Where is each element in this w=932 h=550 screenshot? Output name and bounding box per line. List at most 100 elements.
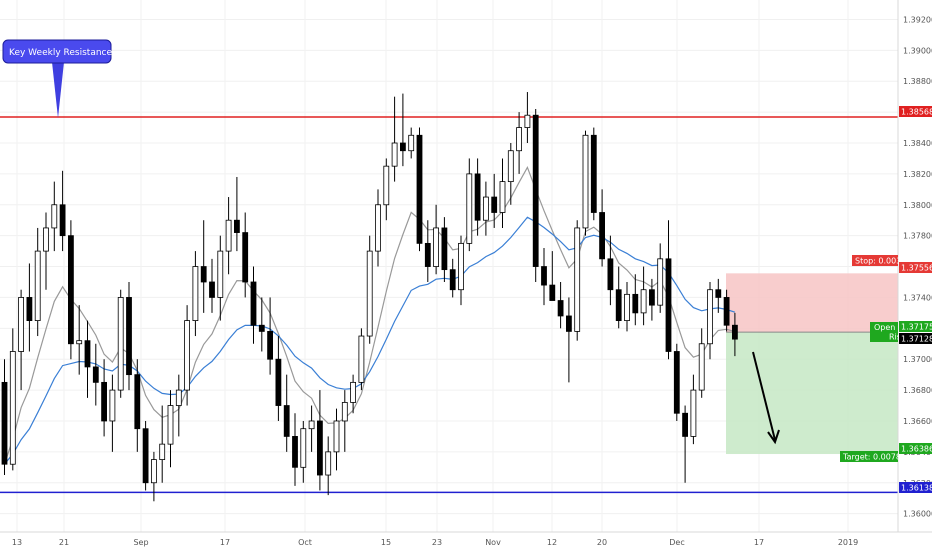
resistance-tag-box xyxy=(899,106,932,117)
candle-down xyxy=(142,428,149,484)
candle-up xyxy=(341,402,348,422)
candle-up xyxy=(516,127,522,152)
candle-up xyxy=(43,227,49,252)
time-tick-label: 13 xyxy=(12,538,22,547)
price-tick-label: 1.38000 xyxy=(903,201,932,210)
candle-up xyxy=(76,340,83,345)
candle-down xyxy=(200,266,207,283)
candle-down xyxy=(134,374,141,430)
candle-down xyxy=(632,293,639,314)
resistance-tag-text: 1.38568 xyxy=(901,108,932,117)
candle-down xyxy=(242,232,249,283)
time-tick-label: Sep xyxy=(133,538,148,547)
last-price-text: 1.37128 xyxy=(901,335,932,344)
candle-up xyxy=(690,389,697,437)
candle-up xyxy=(375,204,381,252)
entry-label-box xyxy=(870,322,898,342)
callout-text: Key Weekly Resistance xyxy=(9,48,112,58)
candle-down xyxy=(541,266,547,286)
time-tick-label: 2019 xyxy=(838,538,858,547)
candle-down xyxy=(665,258,672,352)
candle-up xyxy=(499,181,506,213)
price-tick-label: 1.36000 xyxy=(903,510,932,519)
candle-up xyxy=(624,293,630,321)
candle-up xyxy=(167,405,174,445)
candle-up xyxy=(640,289,647,314)
candle-up xyxy=(308,420,315,430)
candle-down xyxy=(26,297,33,321)
candle-up xyxy=(582,134,589,229)
resistance-price-tag: 1.38568 xyxy=(899,106,932,117)
candle-up xyxy=(391,142,398,167)
candle-up xyxy=(333,420,340,453)
price-axis-background xyxy=(898,0,932,550)
candle-down xyxy=(59,204,66,237)
candle-down xyxy=(557,300,564,317)
candle-down xyxy=(416,134,423,244)
candle-up xyxy=(524,114,531,128)
price-tick-label: 1.36600 xyxy=(903,417,932,426)
candle-up xyxy=(225,219,232,252)
candle-down xyxy=(233,219,240,233)
time-tick-label: 20 xyxy=(597,538,607,547)
candle-up xyxy=(482,196,489,221)
candle-down xyxy=(723,297,730,326)
time-tick-label: Nov xyxy=(485,538,501,547)
arrow-head xyxy=(767,429,780,445)
candle-down xyxy=(250,281,257,326)
candle-down xyxy=(1,381,8,465)
time-tick-label: 12 xyxy=(547,538,557,547)
candle-up xyxy=(150,459,157,484)
entry-label-group: Open p Ris 1.37175 1.37128 xyxy=(870,321,932,344)
candle-down xyxy=(209,281,215,298)
candle-down xyxy=(715,289,722,298)
candle-down xyxy=(491,196,498,213)
support-tag-box xyxy=(899,482,932,493)
candle-down xyxy=(84,340,91,368)
candle-down xyxy=(424,242,431,267)
candle-down xyxy=(283,405,290,437)
candle-down xyxy=(532,114,539,267)
candle-up xyxy=(657,258,664,306)
target-label-group: Target: 0.0078 1.36386 xyxy=(840,443,932,462)
target-price-text: 1.36386 xyxy=(901,445,932,454)
candlesticks xyxy=(1,92,738,502)
candle-down xyxy=(599,212,605,260)
time-tick-label: 17 xyxy=(754,538,764,547)
price-tick-label: 1.39000 xyxy=(903,46,932,55)
arrow-shaft xyxy=(752,351,776,441)
callout-pointer xyxy=(52,62,64,118)
candle-up xyxy=(217,250,224,298)
candle-down xyxy=(258,324,265,332)
candle-down xyxy=(549,284,556,301)
time-axis-ticks: 13 21 Sep 17 Oct 15 23 Nov 12 20 Dec 17 2019 xyxy=(12,538,858,547)
candle-down xyxy=(316,420,323,476)
time-tick-label: 21 xyxy=(59,538,69,547)
stop-label-group: Stop: 0.003 1.37556 xyxy=(852,255,932,273)
candle-up xyxy=(698,343,705,391)
candle-up xyxy=(466,173,473,244)
candle-up xyxy=(34,250,41,321)
candle-up xyxy=(574,227,581,332)
candle-up xyxy=(117,297,124,391)
price-tick-label: 1.38200 xyxy=(903,170,932,179)
candle-up xyxy=(109,389,116,422)
candle-up xyxy=(184,320,191,391)
candle-down xyxy=(101,381,107,422)
stop-label-box xyxy=(852,255,898,266)
candle-down xyxy=(441,227,448,271)
stop-price-tag xyxy=(899,262,932,273)
target-label-text: Target: 0.0078 xyxy=(842,453,901,462)
candle-down xyxy=(649,289,655,306)
entry-price-tag xyxy=(899,321,932,332)
candle-up xyxy=(175,389,182,406)
target-label-box xyxy=(840,451,898,462)
entry-label-line1: Open p xyxy=(874,323,903,332)
candle-down xyxy=(449,269,456,291)
candle-up xyxy=(325,451,332,476)
price-tick-label: 1.39200 xyxy=(903,15,932,24)
entry-label-line2: Ris xyxy=(889,333,901,342)
support-tag-text: 1.36138 xyxy=(901,484,932,493)
price-tick-label: 1.38800 xyxy=(903,77,932,86)
